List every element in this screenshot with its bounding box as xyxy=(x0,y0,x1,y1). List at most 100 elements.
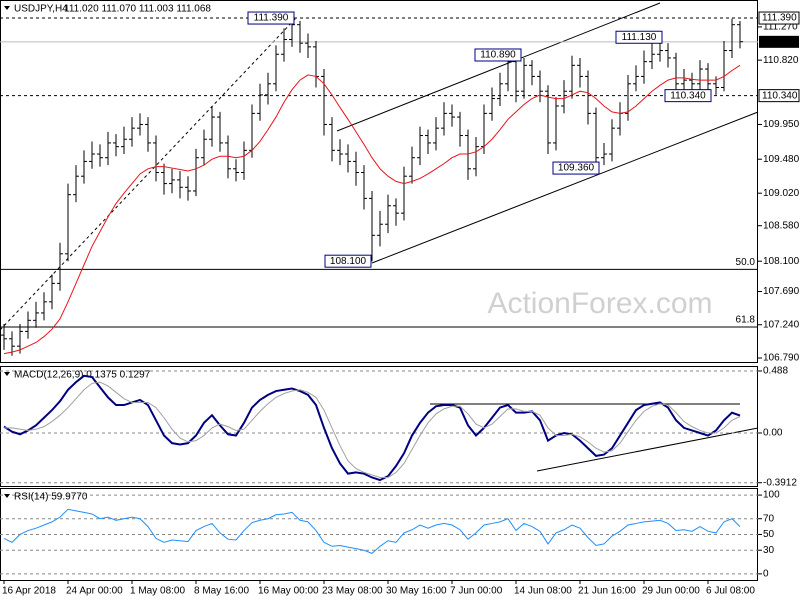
y-tick-label: 107.690 xyxy=(763,286,800,297)
level-label: 110.340 xyxy=(762,90,798,101)
ohlc-bar xyxy=(449,104,455,127)
annotation-label: 110.890 xyxy=(480,50,516,61)
ohlc-bar xyxy=(281,28,287,62)
drawings xyxy=(0,2,759,472)
ohlc-bar xyxy=(553,97,559,151)
ohlc-bar xyxy=(593,107,599,169)
ohlc-bar xyxy=(409,146,415,184)
fib-label: 50.0 xyxy=(736,257,756,268)
panel-title: MACD(12,26,9) 0.1375 0.1297 xyxy=(14,370,151,381)
x-tick-label: 16 Apr 2018 xyxy=(2,586,56,597)
x-tick-label: 24 Apr 00:00 xyxy=(66,586,123,597)
title-icon xyxy=(4,372,10,376)
ohlc-bar xyxy=(665,43,671,68)
x-tick-label: 16 May 00:00 xyxy=(258,586,319,597)
ohlc-bar xyxy=(217,111,223,152)
ohlc-bar xyxy=(337,139,343,166)
panel-title: RSI(14) 59.9770 xyxy=(14,492,88,503)
title-icon xyxy=(4,6,10,10)
last-price-box xyxy=(759,35,799,48)
annotation-box xyxy=(615,30,663,44)
ohlc-bar xyxy=(681,69,687,92)
ohlc-bar xyxy=(209,105,215,147)
title-icon xyxy=(4,494,10,498)
level-box xyxy=(758,11,800,25)
level-label: 111.390 xyxy=(762,13,797,24)
ohlc-bar xyxy=(73,165,79,203)
ohlc-bar xyxy=(233,159,239,182)
ohlc-bar xyxy=(457,111,463,147)
y-tick-label: -0.3912 xyxy=(763,477,797,488)
series-line xyxy=(3,374,741,482)
series-line xyxy=(3,64,741,355)
annotation-label: 111.390 xyxy=(254,13,289,24)
ohlc-bar xyxy=(585,70,591,125)
ohlc-bar xyxy=(41,292,47,321)
ohlc-bar xyxy=(121,126,127,155)
ohlc-bar xyxy=(433,117,439,151)
ohlc-bar xyxy=(713,76,719,95)
series-line xyxy=(4,381,741,478)
y-tick-label: 0.488 xyxy=(763,366,788,377)
annotation-box xyxy=(474,48,522,62)
ohlc-bar xyxy=(49,274,55,310)
ohlc-bar xyxy=(641,50,647,84)
ohlc-bar xyxy=(297,20,303,53)
ohlc-bar xyxy=(353,151,359,186)
y-tick-label: 100 xyxy=(763,490,780,501)
ohlc-bar xyxy=(329,117,335,162)
ohlc-bar xyxy=(97,144,103,167)
y-tick-label: 0.00 xyxy=(763,428,783,439)
y-tick-label: 70 xyxy=(763,513,775,524)
panel-title: USDJPY,H4 xyxy=(14,4,68,15)
annotation-label: 110.340 xyxy=(670,90,706,101)
y-tick-label: 50 xyxy=(763,529,775,540)
ohlc-bar xyxy=(153,135,159,182)
ohlc-bar xyxy=(129,117,135,147)
ohlc-bar xyxy=(601,142,607,166)
ohlc-bar xyxy=(609,119,615,162)
y-tick-label: 108.580 xyxy=(763,220,800,231)
series-line xyxy=(3,508,741,554)
ohlc-bar xyxy=(393,198,399,226)
x-tick-label: 6 Jul 08:00 xyxy=(706,586,755,597)
ohlc-bar xyxy=(321,69,327,136)
ohlc-bar xyxy=(25,311,31,339)
ohlc-bar xyxy=(521,57,527,99)
x-tick-label: 1 May 08:00 xyxy=(130,586,185,597)
annotation-box xyxy=(552,161,600,175)
ohlc-bar xyxy=(473,137,479,177)
ohlc-bar xyxy=(441,102,447,136)
ohlc-bar xyxy=(529,60,535,86)
ohlc-bar xyxy=(345,144,351,173)
panel-frame xyxy=(0,0,758,363)
ohlc-bar xyxy=(185,176,191,201)
x-tick-label: 21 Jun 16:00 xyxy=(578,586,636,597)
annotation-label: 109.360 xyxy=(558,163,595,174)
ohlc-bar xyxy=(697,60,703,92)
fib-label: 61.8 xyxy=(736,315,756,326)
y-tick-label: 30 xyxy=(763,545,775,556)
macd-support xyxy=(536,427,759,472)
ohlc-bar xyxy=(17,324,23,354)
ohlc-bar xyxy=(633,65,639,92)
ohlc-bar xyxy=(489,87,495,121)
ohlc-bar xyxy=(361,165,367,210)
channel-lower xyxy=(371,111,759,264)
y-tick-label: 110.820 xyxy=(763,55,799,66)
ohlc-bar xyxy=(257,83,263,121)
ohlc-bar xyxy=(177,171,183,199)
ohlc-bar xyxy=(273,45,279,92)
y-tick-label: 109.480 xyxy=(763,154,800,165)
ohlc-bar xyxy=(649,43,655,70)
ohlc-bar xyxy=(145,117,151,152)
channel-upper xyxy=(336,2,661,132)
ohlc-bar xyxy=(105,131,111,166)
panel-frame xyxy=(0,366,758,487)
x-tick-label: 7 Jun 00:00 xyxy=(450,586,503,597)
ohlc-bar xyxy=(497,72,503,106)
ohlc-bar xyxy=(729,18,735,58)
ohlc-bar xyxy=(201,129,207,166)
ohlc-bar xyxy=(569,55,575,99)
